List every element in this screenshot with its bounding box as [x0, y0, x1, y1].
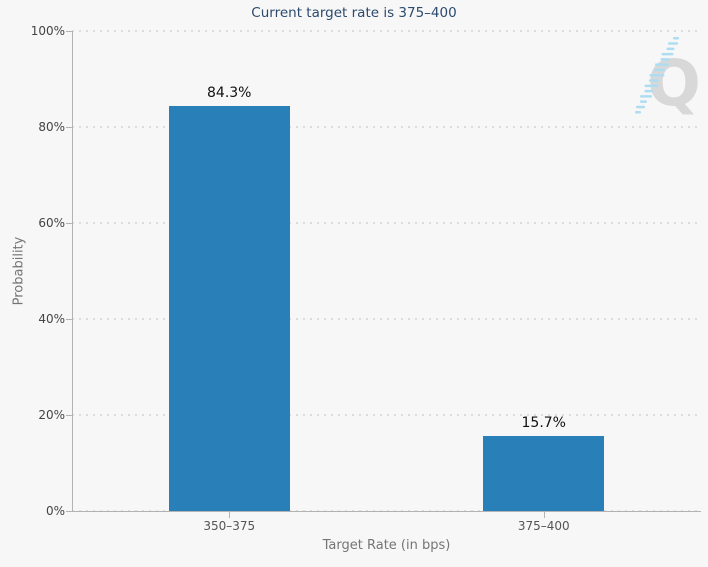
y-gridline — [72, 222, 701, 224]
x-tick-mark — [543, 512, 545, 518]
y-tick-mark — [66, 223, 72, 224]
x-tick-mark — [229, 512, 231, 518]
watermark-q-letter: Q — [647, 47, 701, 120]
y-gridline — [72, 318, 701, 320]
y-axis-title: Probability — [11, 236, 27, 306]
y-gridline — [72, 414, 701, 416]
bar-350-375[interactable] — [168, 106, 290, 511]
watermark-dash-stripes — [635, 37, 679, 114]
y-tick-label: 40% — [38, 312, 65, 326]
bar-value-label: 84.3% — [207, 85, 252, 102]
y-tick-label: 100% — [30, 24, 65, 38]
y-tick-mark — [66, 31, 72, 32]
y-tick-label: 80% — [38, 120, 65, 134]
x-tick-label: 375–400 — [517, 519, 570, 533]
y-tick-label: 0% — [45, 504, 65, 518]
y-gridline — [72, 126, 701, 128]
chart-title: Current target rate is 375–400 — [251, 5, 457, 21]
bar-375-400[interactable] — [483, 435, 605, 511]
quandl-q-logo-watermark: Q — [635, 37, 701, 120]
y-tick-label: 20% — [38, 408, 65, 422]
bar-value-label: 15.7% — [521, 414, 566, 431]
y-tick-label: 60% — [38, 216, 65, 230]
y-tick-mark — [66, 319, 72, 320]
x-axis-title: Target Rate (in bps) — [322, 538, 451, 553]
y-tick-mark — [66, 127, 72, 128]
y-tick-mark — [66, 511, 72, 512]
y-tick-mark — [66, 415, 72, 416]
y-axis-line — [72, 31, 73, 511]
x-axis-line — [72, 511, 701, 512]
y-gridline — [72, 30, 701, 32]
x-tick-label: 350–375 — [203, 519, 256, 533]
